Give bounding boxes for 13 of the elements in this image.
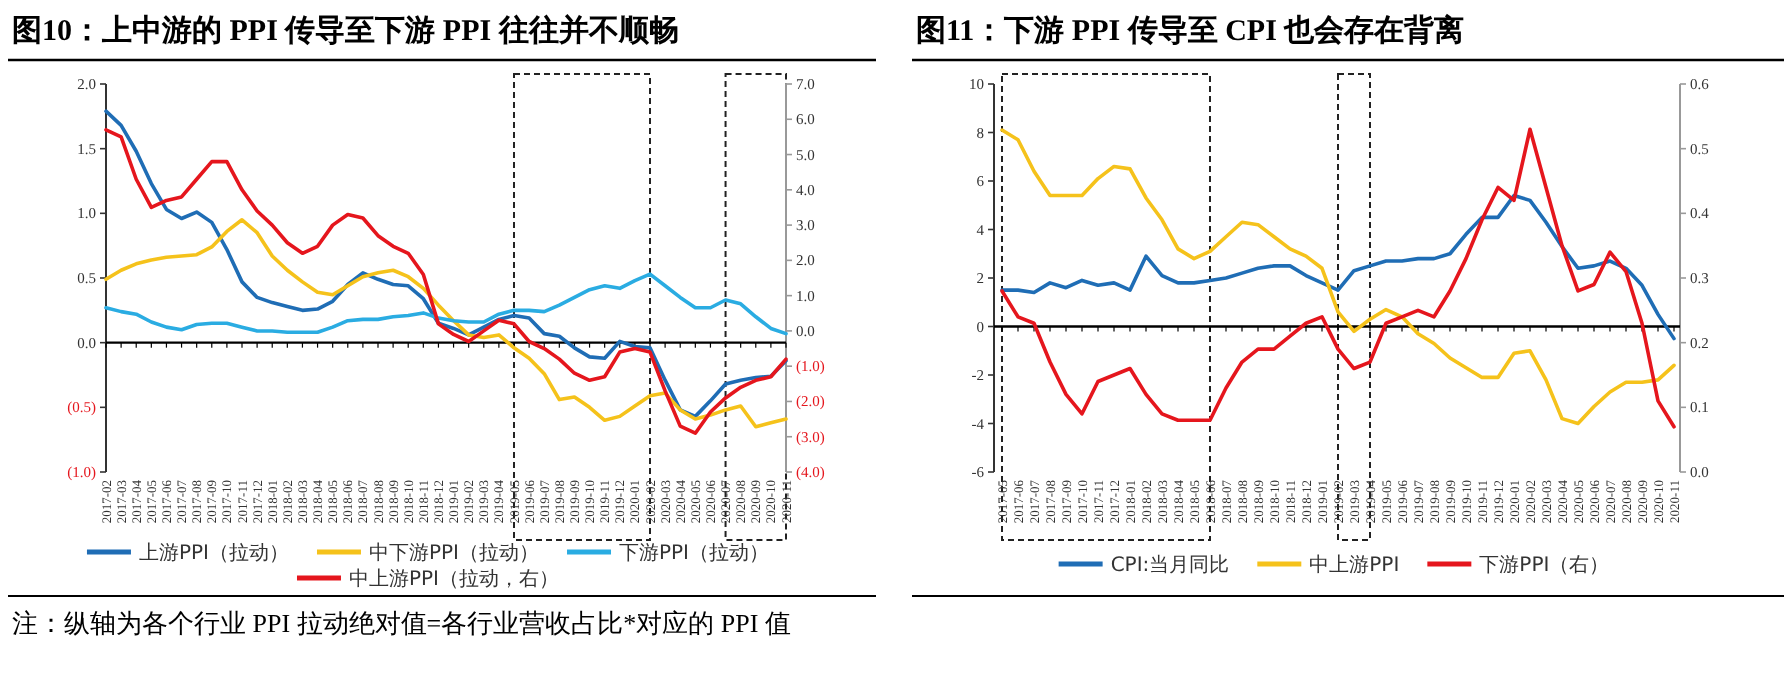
legend-label: 下游PPI（拉动） [619,541,770,565]
line-series [1000,193,1676,341]
legend-label: 下游PPI（右） [1479,553,1610,577]
chart-title: 图10：上中游的 PPI 传导至下游 PPI 往往并不顺畅 [12,12,679,48]
legend-label: 中下游PPI（拉动） [368,541,540,565]
legend-label: 上游PPI（拉动） [138,541,289,565]
line-series [104,218,788,429]
text: 注：纵轴为各个行业 PPI 拉动绝对值=各行业营收占比*对应的 PPI 值 [12,608,791,638]
legend-label: 中上游PPI [1309,553,1400,577]
line-series [104,272,788,336]
legend-label: CPI:当月同比 [1110,553,1230,577]
legend-label: 中上游PPI（拉动，右） [348,567,560,591]
chart-title: 图11：下游 PPI 传导至 CPI 也会存在背离 [916,12,1465,48]
